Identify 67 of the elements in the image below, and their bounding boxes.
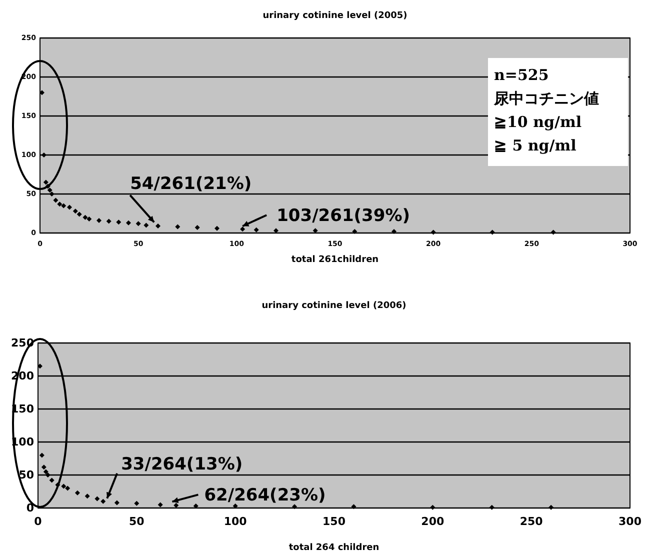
point bbox=[76, 212, 82, 217]
annotation: 103/261(39%) bbox=[276, 206, 410, 226]
x-axis-title: total 264 children bbox=[288, 543, 380, 553]
annotation: 33/264(13%) bbox=[121, 454, 243, 474]
annotation: n=525 bbox=[494, 66, 549, 84]
point bbox=[550, 230, 556, 235]
point bbox=[96, 218, 102, 224]
point bbox=[175, 224, 180, 230]
annotation: 尿中コチニン値 bbox=[493, 90, 599, 108]
annotation: ≧ 5 ng/ml bbox=[494, 136, 577, 154]
point bbox=[61, 484, 66, 489]
point bbox=[351, 504, 356, 510]
annotation: 54/261(21%) bbox=[130, 174, 252, 194]
chart-title: urinary cotinine level (2005) bbox=[262, 11, 408, 21]
point bbox=[86, 216, 92, 222]
point bbox=[49, 478, 54, 483]
point bbox=[74, 490, 80, 496]
point bbox=[174, 502, 179, 508]
point bbox=[134, 500, 140, 506]
point bbox=[43, 180, 48, 185]
x-tick-label: 150 bbox=[322, 515, 346, 528]
annotation: ≧10 ng/ml bbox=[494, 113, 582, 131]
point bbox=[49, 192, 54, 196]
point bbox=[116, 220, 122, 225]
point bbox=[352, 228, 358, 234]
x-tick-label: 200 bbox=[421, 515, 444, 528]
point bbox=[126, 220, 131, 226]
point bbox=[61, 203, 66, 208]
point bbox=[43, 469, 48, 474]
point bbox=[65, 486, 70, 491]
point bbox=[47, 188, 52, 193]
y-tick-label: 50 bbox=[18, 468, 34, 482]
point bbox=[254, 227, 259, 232]
point bbox=[72, 208, 78, 214]
point bbox=[392, 228, 396, 234]
point bbox=[489, 504, 494, 510]
y-tick-label: 0 bbox=[26, 502, 34, 514]
point bbox=[490, 230, 495, 235]
point bbox=[84, 494, 90, 499]
point bbox=[292, 504, 298, 510]
point bbox=[53, 198, 58, 203]
x-tick-label: 50 bbox=[129, 515, 145, 528]
point bbox=[430, 504, 436, 510]
point bbox=[194, 225, 200, 230]
point bbox=[100, 498, 106, 504]
point bbox=[548, 504, 554, 510]
annotation: 62/264(23%) bbox=[204, 486, 326, 506]
chart-title: urinary cotinine level (2006) bbox=[262, 301, 406, 311]
point bbox=[214, 226, 220, 231]
point bbox=[82, 214, 88, 220]
point bbox=[158, 502, 163, 508]
point bbox=[156, 223, 160, 228]
x-tick-label: 250 bbox=[520, 515, 544, 528]
point bbox=[240, 226, 246, 232]
point bbox=[39, 452, 44, 458]
point bbox=[94, 496, 100, 502]
point bbox=[136, 221, 141, 226]
point bbox=[430, 230, 436, 235]
point bbox=[67, 204, 72, 210]
x-tick-label: 300 bbox=[618, 515, 642, 528]
point bbox=[114, 500, 120, 506]
x-tick-label: 100 bbox=[224, 515, 248, 528]
point bbox=[57, 202, 62, 207]
point bbox=[41, 464, 46, 470]
x-axis-title: total 261children bbox=[291, 255, 379, 265]
point bbox=[106, 218, 112, 224]
point bbox=[144, 222, 149, 228]
